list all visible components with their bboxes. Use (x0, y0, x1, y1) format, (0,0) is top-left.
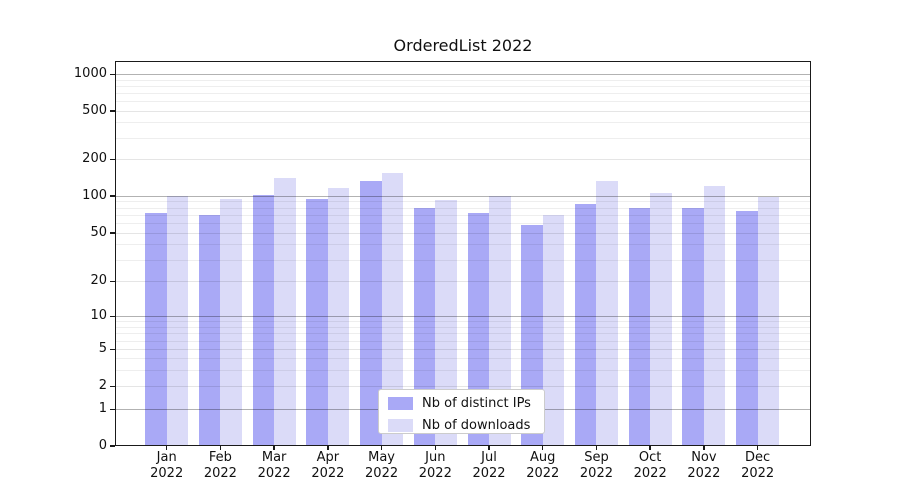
y-tick-label: 2 (98, 378, 107, 394)
x-tick-label-line: 2022 (526, 466, 560, 481)
x-tick-label: Mar 2022 (242, 450, 306, 482)
x-tick-label: Jan 2022 (135, 450, 199, 482)
x-axis-tick (488, 446, 490, 450)
x-tick-label-line: Jul (481, 450, 497, 465)
legend-swatch-distinct-ips (388, 397, 413, 410)
x-axis-tick (434, 446, 437, 450)
x-tick-label-line: 2022 (203, 466, 237, 481)
x-tick-label-line: 2022 (418, 466, 452, 481)
x-axis-tick (541, 446, 544, 450)
x-tick-label-line: Jun (425, 450, 446, 465)
x-axis-tick (219, 446, 222, 450)
y-tick-label: 50 (90, 224, 107, 240)
x-axis-tick (595, 446, 598, 450)
x-tick-label-line: May (368, 450, 396, 465)
x-tick-label: Oct 2022 (618, 450, 682, 482)
legend-item-downloads: Nb of downloads (388, 416, 544, 435)
x-axis-tick (165, 446, 168, 450)
legend-label-distinct-ips: Nb of distinct IPs (422, 396, 531, 411)
x-tick-label: Jun 2022 (403, 450, 467, 482)
y-tick-label: 200 (82, 151, 107, 167)
x-tick-label-line: Oct (638, 450, 662, 465)
x-tick-label-line: 2022 (150, 466, 184, 481)
x-tick-label-line: 2022 (579, 466, 613, 481)
x-tick-label: Sep 2022 (564, 450, 628, 482)
x-axis-tick (756, 446, 759, 450)
x-tick-label-line: 2022 (741, 466, 775, 481)
x-tick-label-line: 2022 (633, 466, 667, 481)
x-tick-label-line: Dec (745, 450, 771, 465)
x-tick-label-line: Feb (208, 450, 232, 465)
x-tick-label-line: Sep (584, 450, 609, 465)
x-tick-label: Apr 2022 (296, 450, 360, 482)
legend-label-downloads: Nb of downloads (422, 418, 531, 433)
x-tick-label-line: 2022 (472, 466, 506, 481)
x-tick-label: May 2022 (350, 450, 414, 482)
legend-item-distinct-ips: Nb of distinct IPs (388, 394, 544, 413)
legend-swatch-downloads (388, 419, 413, 432)
y-tick-label: 1000 (73, 66, 107, 81)
x-axis-tick (327, 446, 329, 450)
y-tick-label: 1 (98, 401, 107, 417)
x-tick-label: Dec 2022 (726, 450, 790, 482)
x-tick-label: Aug 2022 (511, 450, 575, 482)
x-tick-label: Feb 2022 (188, 450, 252, 482)
x-tick-label-line: Apr (316, 450, 340, 465)
chart-title: OrderedList 2022 (393, 36, 533, 55)
y-tick-label: 20 (90, 273, 107, 288)
y-tick-label: 5 (98, 341, 107, 357)
x-tick-label-line: 2022 (687, 466, 721, 481)
x-tick-label: Nov 2022 (672, 450, 736, 482)
x-tick-label-line: 2022 (311, 466, 345, 481)
plot-border (115, 61, 811, 446)
legend: Nb of distinct IPs Nb of downloads (378, 389, 545, 434)
y-tick-label: 500 (82, 102, 107, 118)
x-axis-tick (703, 446, 705, 450)
x-tick-label-line: 2022 (365, 466, 399, 481)
x-tick-label: Jul 2022 (457, 450, 521, 482)
x-tick-label-line: Mar (261, 450, 287, 465)
y-tick-label: 0 (98, 437, 107, 453)
x-tick-label-line: Jan (156, 450, 177, 465)
x-axis-tick (380, 446, 383, 450)
x-axis-tick (273, 446, 275, 450)
y-tick-label: 100 (82, 187, 107, 203)
x-tick-label-line: Nov (691, 450, 717, 465)
x-tick-label-line: Aug (530, 450, 556, 465)
x-tick-label-line: 2022 (257, 466, 291, 481)
y-tick-label: 10 (90, 308, 107, 323)
x-axis-tick (649, 446, 651, 450)
